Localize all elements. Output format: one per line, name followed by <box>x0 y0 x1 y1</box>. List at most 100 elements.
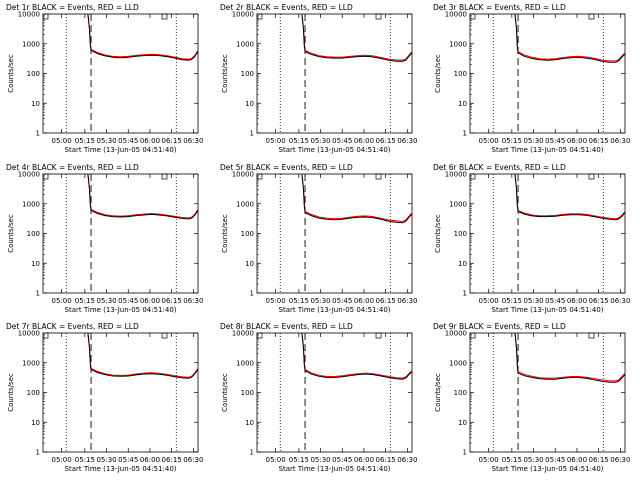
y-tick-label: 10000 <box>232 330 254 338</box>
x-tick-label: 05:30 <box>96 137 116 145</box>
panel-title: Det 5r BLACK = Events, RED = LLD <box>220 163 353 172</box>
y-tick-label: 1 <box>36 290 40 298</box>
x-tick-label: 06:15 <box>162 137 182 145</box>
x-axis-label: Start Time (13-Jun-05 04:51:40) <box>65 465 177 473</box>
y-tick-label: 10 <box>31 419 40 427</box>
x-tick-label: 05:15 <box>289 137 309 145</box>
events-series-line <box>301 332 413 380</box>
x-tick-label: 06:00 <box>354 297 374 305</box>
x-tick-label: 05:45 <box>545 137 565 145</box>
x-tick-label: 05:00 <box>52 297 72 305</box>
y-tick-label: 10000 <box>232 171 254 179</box>
y-axis-label: Counts/sec <box>434 373 442 412</box>
plot-frame <box>42 173 199 294</box>
x-tick-label: 05:15 <box>289 456 309 464</box>
y-tick-label: 10000 <box>18 171 40 179</box>
x-tick-label: 05:45 <box>545 297 565 305</box>
x-tick-label: 06:30 <box>183 297 203 305</box>
x-tick-label: 05:15 <box>75 297 95 305</box>
detector-panel-8: Det 8r BLACK = Events, RED = LLD 1 10 100 10… <box>220 322 417 473</box>
y-tick-label: 1 <box>36 130 40 138</box>
x-tick-label: 05:00 <box>52 137 72 145</box>
y-axis-label: Counts/sec <box>434 54 442 93</box>
detector-panel-4: Det 4r BLACK = Events, RED = LLD 1 10 100 10… <box>6 163 203 314</box>
x-tick-label: 06:30 <box>610 456 630 464</box>
x-tick-label: 05:30 <box>310 137 330 145</box>
detector-panel-2: Det 2r BLACK = Events, RED = LLD 1 10 100 10… <box>220 3 417 154</box>
plot-frame <box>42 13 199 134</box>
panel-title: Det 7r BLACK = Events, RED = LLD <box>6 322 139 331</box>
panel-title: Det 6r BLACK = Events, RED = LLD <box>433 163 566 172</box>
y-tick-label: 10000 <box>445 11 467 19</box>
events-series-line <box>301 173 413 224</box>
y-tick-label: 1000 <box>22 40 40 48</box>
x-tick-label: 06:30 <box>397 456 417 464</box>
x-tick-label: 06:15 <box>589 456 609 464</box>
lld-series-line <box>514 332 626 382</box>
x-tick-label: 06:30 <box>397 297 417 305</box>
y-tick-label: 10000 <box>18 11 40 19</box>
lld-series-line <box>514 13 626 62</box>
y-tick-label: 100 <box>241 70 254 78</box>
lld-series-line <box>87 13 199 60</box>
x-tick-label: 06:15 <box>162 297 182 305</box>
lld-series-line <box>87 332 199 378</box>
y-tick-label: 100 <box>454 230 467 238</box>
lld-series-line <box>514 173 626 220</box>
detector-panel-5: Det 5r BLACK = Events, RED = LLD 1 10 100 10… <box>220 163 417 314</box>
x-tick-label: 05:30 <box>523 297 543 305</box>
y-axis-label: Counts/sec <box>221 373 229 412</box>
corner-box-left <box>42 332 49 339</box>
x-tick-label: 05:45 <box>118 297 138 305</box>
x-tick-label: 05:45 <box>332 137 352 145</box>
panel-title: Det 3r BLACK = Events, RED = LLD <box>433 3 566 12</box>
x-tick-label: 05:15 <box>502 137 522 145</box>
y-tick-label: 10 <box>458 419 467 427</box>
corner-box-left <box>256 173 263 180</box>
corner-box-right <box>588 13 595 20</box>
x-tick-label: 05:00 <box>52 456 72 464</box>
x-tick-label: 05:30 <box>96 456 116 464</box>
corner-box-left <box>256 13 263 20</box>
x-tick-label: 06:00 <box>354 456 374 464</box>
y-tick-label: 1000 <box>22 359 40 367</box>
x-tick-label: 05:15 <box>502 456 522 464</box>
panel-title: Det 2r BLACK = Events, RED = LLD <box>220 3 353 12</box>
plot-frame <box>256 13 413 134</box>
x-tick-label: 06:00 <box>567 137 587 145</box>
x-axis-label: Start Time (13-Jun-05 04:51:40) <box>65 306 177 314</box>
events-series-line <box>87 13 199 61</box>
plot-frame <box>42 332 199 453</box>
y-tick-label: 1000 <box>22 200 40 208</box>
y-tick-label: 10 <box>458 260 467 268</box>
lld-series-line <box>301 332 413 379</box>
corner-box-left <box>42 13 49 20</box>
x-tick-label: 06:00 <box>140 456 160 464</box>
x-tick-label: 06:15 <box>376 456 396 464</box>
events-series-line <box>514 13 626 63</box>
x-axis-label: Start Time (13-Jun-05 04:51:40) <box>492 306 604 314</box>
y-tick-label: 1000 <box>449 359 467 367</box>
x-tick-label: 06:30 <box>610 137 630 145</box>
plot-frame <box>469 13 626 134</box>
lld-series-line <box>301 173 413 222</box>
plot-frame <box>256 173 413 294</box>
x-tick-label: 05:15 <box>75 456 95 464</box>
y-tick-label: 100 <box>27 70 40 78</box>
corner-box-right <box>588 332 595 339</box>
x-tick-label: 06:00 <box>567 297 587 305</box>
y-tick-label: 1 <box>250 449 254 457</box>
detector-panel-7: Det 7r BLACK = Events, RED = LLD 1 10 100 10… <box>6 322 203 473</box>
x-tick-label: 05:00 <box>266 137 286 145</box>
x-tick-label: 06:15 <box>589 137 609 145</box>
x-tick-label: 05:00 <box>266 456 286 464</box>
panel-title: Det 9r BLACK = Events, RED = LLD <box>433 322 566 331</box>
x-axis-label: Start Time (13-Jun-05 04:51:40) <box>279 465 391 473</box>
events-series-line <box>301 13 413 62</box>
panel-title: Det 4r BLACK = Events, RED = LLD <box>6 163 139 172</box>
y-axis-label: Counts/sec <box>7 214 15 253</box>
x-tick-label: 05:00 <box>479 297 499 305</box>
x-tick-label: 05:45 <box>118 137 138 145</box>
x-tick-label: 06:30 <box>183 456 203 464</box>
x-tick-label: 05:30 <box>523 456 543 464</box>
